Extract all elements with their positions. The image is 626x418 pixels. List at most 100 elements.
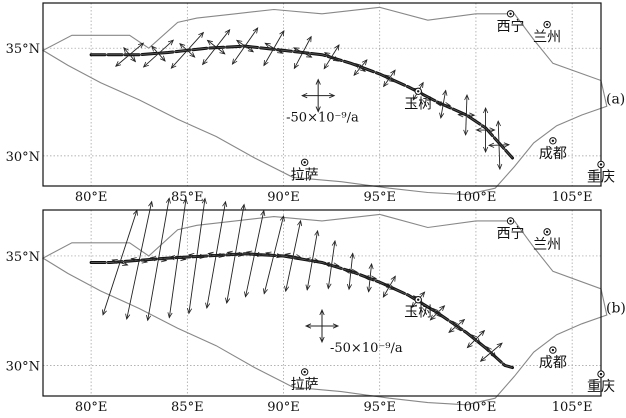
strain-arrowhead	[483, 146, 489, 153]
strain-arrowhead	[475, 127, 482, 133]
plateau-boundary	[41, 6, 608, 196]
strain-arrowhead	[219, 48, 226, 55]
strain-arrowhead	[349, 252, 355, 259]
strain-axis	[227, 251, 244, 256]
strain-cross	[457, 94, 476, 136]
strain-cross	[146, 197, 171, 322]
strain-arrowhead	[237, 251, 245, 257]
strain-axis	[131, 258, 148, 263]
strain-arrowhead	[167, 312, 173, 319]
strain-cross	[167, 197, 188, 319]
strain-arrowhead	[314, 229, 320, 237]
strain-arrowhead	[167, 39, 175, 46]
strain-arrowhead	[304, 257, 311, 263]
city-marker: 兰州	[533, 20, 561, 46]
strain-cross	[323, 239, 340, 290]
strain-arrowhead	[179, 43, 186, 49]
strain-arrowhead	[245, 250, 253, 256]
strain-arrowhead	[343, 268, 351, 274]
strain-arrowhead	[323, 52, 331, 58]
strain-arrowhead	[383, 283, 390, 289]
strain-arrowhead	[201, 197, 207, 204]
strain-arrowhead	[276, 253, 283, 259]
map-frame	[42, 209, 602, 397]
strain-arrowhead	[389, 284, 396, 291]
strain-axis	[344, 270, 357, 273]
strain-arrowhead	[142, 61, 149, 68]
panel-a: 80°E 85°E 90°E 95°E 100°E 105°E 30°N 35°N 西宁兰州玉树…	[6, 2, 625, 205]
city-marker: 重庆	[587, 370, 615, 395]
strain-arrowhead	[359, 66, 366, 73]
panel-label: (a)	[606, 92, 625, 108]
strain-arrowhead	[201, 59, 208, 66]
city-marker: 玉树	[404, 87, 432, 112]
lon-tick-label: 85°E	[171, 190, 204, 205]
strain-arrowhead	[122, 261, 129, 266]
strain-arrowhead	[351, 268, 358, 274]
lat-tick-label: 30°N	[6, 359, 40, 374]
lon-tick-label: 85°E	[171, 400, 204, 415]
strain-arrowhead	[297, 219, 303, 227]
strain-cross	[115, 42, 145, 67]
strain-arrowhead	[262, 288, 268, 295]
strain-arrowhead	[263, 60, 269, 67]
strain-arrowhead	[448, 327, 455, 334]
strain-arrowhead	[439, 305, 446, 312]
strain-arrowhead	[247, 46, 255, 53]
strain-arrowhead	[439, 112, 445, 119]
strain-axis	[489, 144, 510, 146]
strain-arrowhead	[130, 257, 137, 263]
strain-arrowhead	[444, 102, 452, 108]
strain-cross	[293, 35, 313, 70]
strain-arrowhead	[264, 42, 271, 48]
strain-cross	[382, 275, 396, 298]
strain-arrowhead	[305, 284, 311, 291]
fault-trace-thin	[91, 45, 513, 159]
strain-arrowhead	[457, 112, 464, 118]
strain-arrowhead	[435, 101, 442, 107]
strain-arrowhead	[222, 200, 228, 208]
strain-axis	[293, 47, 312, 58]
strain-axis	[188, 254, 205, 258]
strain-arrowhead	[293, 62, 299, 70]
strain-cross	[263, 30, 285, 67]
strain-cross	[383, 69, 396, 88]
strain-arrowhead	[295, 254, 302, 260]
city-label: 玉树	[404, 305, 432, 321]
city-marker: 西宁	[497, 10, 525, 35]
strain-cross	[353, 59, 368, 76]
strain-axis	[486, 346, 497, 358]
strain-arrowhead	[390, 69, 396, 76]
scale-arrowhead	[319, 308, 325, 316]
strain-axis	[324, 52, 339, 62]
strain-arrowhead	[366, 286, 372, 293]
city-label: 西宁	[497, 225, 525, 242]
strain-cross	[170, 31, 205, 69]
strain-arrowhead	[496, 342, 503, 349]
strain-arrowhead	[165, 197, 171, 204]
strain-axis	[436, 102, 451, 106]
panel-b: 80°E 85°E 90°E 95°E 100°E 105°E 30°N 35°N 西宁兰州玉树…	[6, 197, 626, 415]
city-label: 拉萨	[291, 167, 319, 183]
strain-arrowhead	[231, 58, 238, 65]
strain-cross	[187, 197, 207, 315]
strain-arrowhead	[240, 203, 246, 210]
strain-cross	[466, 329, 486, 349]
strain-arrowhead	[265, 251, 272, 257]
strain-axis	[305, 258, 320, 262]
city-dot-center	[599, 163, 603, 166]
strain-cross	[244, 209, 266, 298]
plateau-boundary	[41, 213, 608, 406]
strain-arrowhead	[198, 31, 205, 38]
strain-axis	[179, 43, 196, 58]
strain-axis	[471, 334, 481, 344]
strain-cross	[125, 200, 154, 320]
scale-label: -50×10⁻⁹/a	[330, 341, 403, 356]
strain-arrowhead	[495, 120, 501, 127]
strain-arrowhead	[168, 255, 176, 261]
scale-arrowhead	[329, 92, 336, 99]
strain-axis	[383, 283, 395, 290]
lon-tick-label: 80°E	[75, 190, 108, 205]
lat-tick-label: 35°N	[6, 42, 40, 57]
strain-cross	[142, 39, 175, 68]
